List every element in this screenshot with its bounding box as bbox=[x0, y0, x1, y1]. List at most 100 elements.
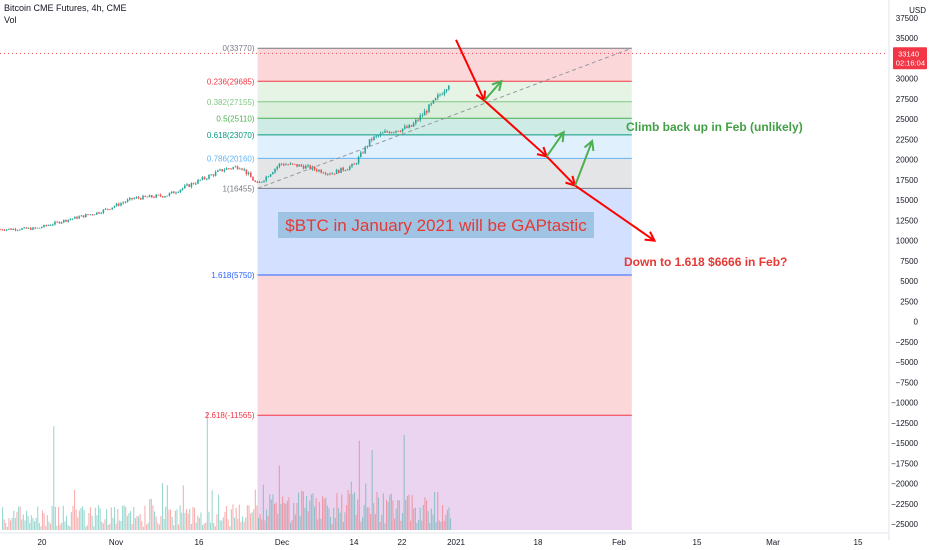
volume-bar bbox=[342, 522, 344, 530]
fib-level-label: 1(16455) bbox=[222, 184, 254, 193]
volume-bar bbox=[371, 450, 373, 530]
volume-bar bbox=[83, 510, 85, 530]
down-arrow bbox=[455, 39, 486, 102]
volume-bar bbox=[80, 507, 82, 530]
candle-body bbox=[300, 164, 303, 167]
candle-body bbox=[32, 227, 34, 230]
volume-bar bbox=[430, 508, 432, 530]
price-tick-label: 20000 bbox=[896, 156, 919, 165]
volume-bar bbox=[67, 525, 69, 530]
candle-body bbox=[247, 172, 250, 175]
candle-body bbox=[120, 203, 122, 206]
volume-bar bbox=[219, 520, 221, 530]
candle-body bbox=[261, 181, 263, 183]
volume-bar bbox=[326, 505, 328, 530]
volume-bar bbox=[328, 508, 330, 530]
volume-bar bbox=[173, 525, 175, 530]
volume-bar bbox=[74, 489, 76, 530]
candle-body bbox=[313, 166, 316, 170]
volume-bar bbox=[178, 524, 180, 530]
volume-bar bbox=[382, 493, 384, 530]
volume-bar bbox=[11, 517, 13, 530]
volume-bar bbox=[128, 513, 130, 530]
candle-body bbox=[203, 177, 206, 179]
candle-body bbox=[419, 115, 421, 121]
volume-bar bbox=[398, 500, 400, 530]
time-tick-label: 15 bbox=[854, 538, 863, 547]
volume-bar bbox=[350, 481, 352, 530]
volume-bar bbox=[70, 511, 72, 530]
candle-body bbox=[197, 179, 199, 184]
candle-body bbox=[113, 206, 116, 208]
volume-bar bbox=[256, 505, 258, 530]
volume-bar bbox=[149, 498, 151, 530]
candle-body bbox=[243, 169, 245, 171]
price-tick-label: −22500 bbox=[891, 500, 918, 509]
candle-body bbox=[439, 94, 441, 96]
volume-bar bbox=[330, 516, 332, 530]
fib-zone bbox=[257, 118, 632, 135]
volume-bar bbox=[210, 522, 212, 530]
price-tick-label: −2500 bbox=[896, 338, 919, 347]
volume-bar bbox=[94, 507, 96, 530]
price-tick-label: 12500 bbox=[896, 216, 919, 225]
volume-bar bbox=[102, 523, 104, 530]
volume-bar bbox=[125, 506, 127, 530]
volume-bar bbox=[30, 515, 32, 530]
candle-body bbox=[118, 203, 120, 206]
candle-body bbox=[173, 191, 175, 194]
volume-bar bbox=[146, 524, 148, 530]
price-tick-label: 22500 bbox=[896, 135, 919, 144]
volume-bar bbox=[104, 519, 106, 530]
volume-bar bbox=[214, 526, 216, 530]
candle-body bbox=[80, 215, 83, 217]
volume-bar bbox=[370, 514, 372, 530]
candle-body bbox=[283, 164, 285, 166]
volume-bar bbox=[378, 497, 380, 530]
candle-body bbox=[386, 131, 388, 132]
volume-bar bbox=[37, 506, 39, 530]
candle-body bbox=[208, 175, 210, 179]
candle-body bbox=[448, 85, 450, 90]
volume-bar bbox=[117, 508, 119, 530]
volume-bar bbox=[134, 518, 136, 530]
volume-bar bbox=[24, 520, 26, 530]
candle-body bbox=[146, 196, 149, 198]
price-tick-label: 27500 bbox=[896, 95, 919, 104]
price-tick-label: 15000 bbox=[896, 196, 919, 205]
candle-body bbox=[349, 166, 351, 170]
volume-bar bbox=[40, 526, 42, 530]
volume-bar bbox=[306, 495, 308, 530]
volume-bar bbox=[64, 521, 66, 530]
chart-title: Bitcoin CME Futures, 4h, CME bbox=[4, 3, 127, 13]
price-tick-label: −10000 bbox=[891, 399, 918, 408]
volume-bar bbox=[435, 522, 437, 530]
volume-bar bbox=[344, 512, 346, 530]
volume-bar bbox=[229, 526, 231, 530]
candle-body bbox=[382, 132, 384, 134]
volume-bar bbox=[251, 512, 253, 530]
price-tick-label: −15000 bbox=[891, 439, 918, 448]
volume-bar bbox=[360, 521, 362, 530]
volume-bar bbox=[269, 494, 271, 530]
volume-bar bbox=[312, 493, 314, 530]
candle-body bbox=[307, 165, 309, 167]
fib-zone bbox=[257, 101, 632, 119]
volume-bar bbox=[352, 494, 354, 530]
volume-bar bbox=[307, 511, 309, 530]
volume-bar bbox=[14, 517, 16, 530]
volume-bar bbox=[155, 516, 157, 530]
fib-zones bbox=[257, 47, 632, 530]
volume-bar bbox=[58, 506, 60, 530]
volume-bar bbox=[440, 522, 442, 530]
volume-bar bbox=[192, 506, 194, 530]
candle-body bbox=[404, 126, 406, 129]
volume-bar bbox=[226, 505, 228, 530]
volume-bar bbox=[162, 483, 164, 530]
volume-bar bbox=[429, 523, 431, 530]
volume-bar bbox=[232, 504, 234, 530]
volume-bar bbox=[222, 517, 224, 530]
candle-body bbox=[5, 229, 8, 231]
price-tag-value: 33140 bbox=[898, 49, 919, 58]
